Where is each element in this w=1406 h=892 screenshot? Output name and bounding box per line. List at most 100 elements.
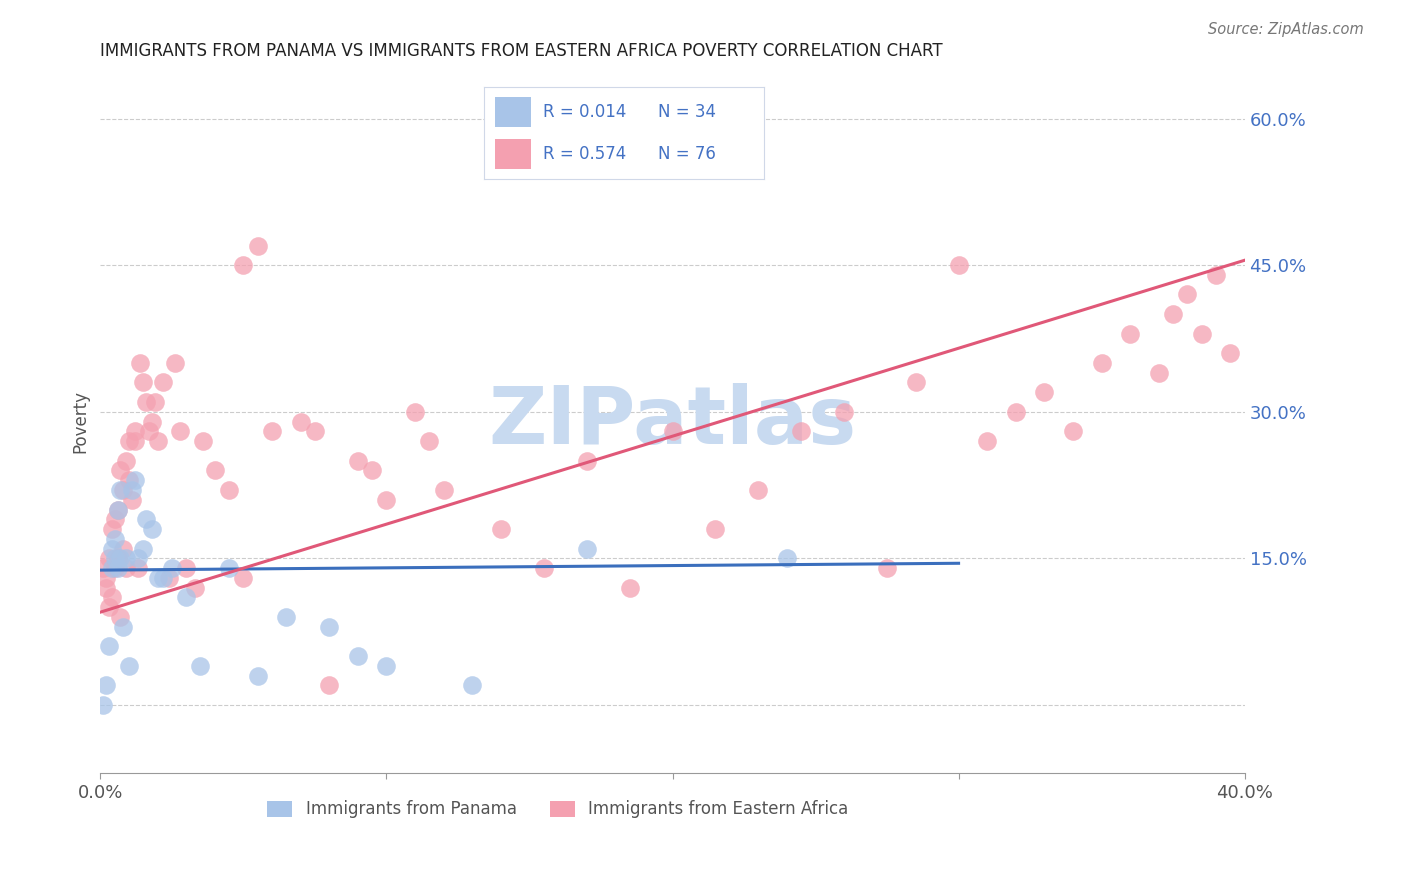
- Point: [533, 561, 555, 575]
- Point: [375, 659, 398, 673]
- Point: [318, 620, 340, 634]
- Point: [346, 453, 368, 467]
- Point: [174, 561, 197, 575]
- Point: [124, 473, 146, 487]
- Point: [174, 591, 197, 605]
- Point: [152, 376, 174, 390]
- Point: [135, 395, 157, 409]
- Point: [107, 551, 129, 566]
- Point: [146, 434, 169, 448]
- Point: [143, 395, 166, 409]
- Point: [127, 561, 149, 575]
- Point: [141, 522, 163, 536]
- Point: [1091, 356, 1114, 370]
- Point: [246, 668, 269, 682]
- Point: [127, 551, 149, 566]
- Point: [110, 463, 132, 477]
- Point: [132, 541, 155, 556]
- Point: [832, 405, 855, 419]
- Text: Source: ZipAtlas.com: Source: ZipAtlas.com: [1208, 22, 1364, 37]
- Point: [115, 561, 138, 575]
- Point: [318, 678, 340, 692]
- Point: [1161, 307, 1184, 321]
- Point: [776, 551, 799, 566]
- Point: [433, 483, 456, 497]
- Point: [112, 541, 135, 556]
- Point: [94, 571, 117, 585]
- Point: [107, 502, 129, 516]
- Point: [101, 541, 124, 556]
- Text: IMMIGRANTS FROM PANAMA VS IMMIGRANTS FROM EASTERN AFRICA POVERTY CORRELATION CHA: IMMIGRANTS FROM PANAMA VS IMMIGRANTS FRO…: [100, 42, 943, 60]
- Point: [104, 532, 127, 546]
- Point: [290, 415, 312, 429]
- Point: [790, 425, 813, 439]
- Y-axis label: Poverty: Poverty: [72, 390, 89, 453]
- Point: [135, 512, 157, 526]
- Point: [375, 492, 398, 507]
- Point: [97, 600, 120, 615]
- Point: [97, 551, 120, 566]
- Point: [232, 258, 254, 272]
- Point: [704, 522, 727, 536]
- Point: [152, 571, 174, 585]
- Point: [141, 415, 163, 429]
- Point: [112, 620, 135, 634]
- Point: [94, 678, 117, 692]
- Point: [404, 405, 426, 419]
- Point: [94, 581, 117, 595]
- Point: [184, 581, 207, 595]
- Point: [1119, 326, 1142, 341]
- Point: [276, 610, 298, 624]
- Point: [904, 376, 927, 390]
- Point: [110, 610, 132, 624]
- Point: [218, 561, 240, 575]
- Point: [747, 483, 769, 497]
- Point: [169, 425, 191, 439]
- Point: [112, 483, 135, 497]
- Point: [146, 571, 169, 585]
- Point: [1033, 385, 1056, 400]
- Point: [101, 561, 124, 575]
- Point: [101, 591, 124, 605]
- Point: [948, 258, 970, 272]
- Point: [115, 551, 138, 566]
- Point: [121, 492, 143, 507]
- Point: [121, 483, 143, 497]
- Point: [97, 640, 120, 654]
- Point: [489, 522, 512, 536]
- Point: [661, 425, 683, 439]
- Point: [118, 434, 141, 448]
- Point: [418, 434, 440, 448]
- Point: [91, 561, 114, 575]
- Point: [157, 571, 180, 585]
- Point: [118, 473, 141, 487]
- Point: [190, 659, 212, 673]
- Point: [218, 483, 240, 497]
- Point: [575, 453, 598, 467]
- Point: [101, 522, 124, 536]
- Point: [876, 561, 898, 575]
- Point: [163, 356, 186, 370]
- Point: [118, 659, 141, 673]
- Point: [107, 502, 129, 516]
- Point: [132, 376, 155, 390]
- Point: [160, 561, 183, 575]
- Point: [138, 425, 160, 439]
- Point: [115, 453, 138, 467]
- Point: [110, 551, 132, 566]
- Point: [575, 541, 598, 556]
- Point: [619, 581, 641, 595]
- Point: [104, 561, 127, 575]
- Point: [124, 425, 146, 439]
- Point: [346, 649, 368, 664]
- Point: [129, 356, 152, 370]
- Point: [91, 698, 114, 712]
- Point: [232, 571, 254, 585]
- Legend: Immigrants from Panama, Immigrants from Eastern Africa: Immigrants from Panama, Immigrants from …: [260, 794, 855, 825]
- Point: [260, 425, 283, 439]
- Point: [1004, 405, 1026, 419]
- Point: [461, 678, 484, 692]
- Point: [1177, 287, 1199, 301]
- Point: [1219, 346, 1241, 360]
- Point: [204, 463, 226, 477]
